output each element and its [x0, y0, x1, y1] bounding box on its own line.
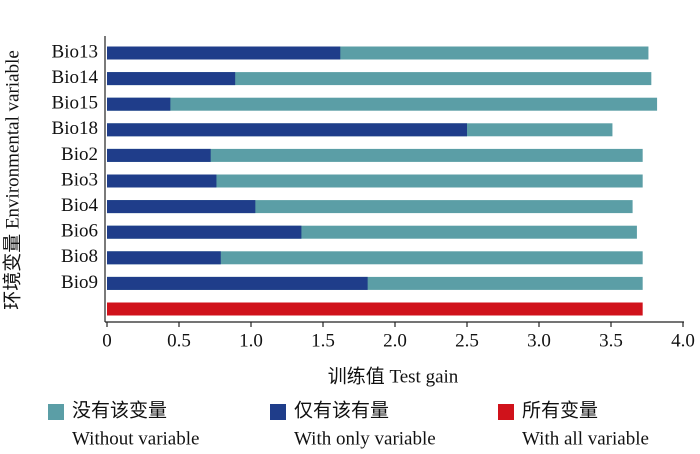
bar — [107, 148, 643, 162]
y-tick-label: Bio15 — [52, 93, 98, 114]
bar — [107, 97, 171, 111]
legend-label: With only variable — [294, 428, 436, 449]
bar — [107, 97, 658, 111]
legend-label-zh: 没有该变量 — [72, 399, 167, 421]
x-tick-label: 3.0 — [527, 330, 551, 351]
x-axis-title: 训练值 Test gain — [328, 365, 459, 387]
x-tick-label: 1.5 — [311, 330, 335, 351]
legend-swatch — [270, 404, 286, 420]
legend-label: With all variable — [522, 428, 649, 449]
bar — [107, 302, 643, 316]
y-tick-label: Bio8 — [61, 246, 98, 267]
bar — [107, 123, 467, 137]
bar — [107, 72, 236, 86]
bar — [107, 251, 643, 265]
y-tick-label: Bio6 — [61, 221, 98, 242]
x-tick-label: 4.0 — [671, 330, 695, 351]
legend-label-zh: 所有变量 — [522, 399, 598, 421]
bar — [107, 174, 643, 188]
bar — [107, 174, 217, 188]
legend-swatch — [498, 404, 514, 420]
y-tick-label: Bio13 — [52, 41, 98, 62]
y-tick-label: Bio4 — [61, 195, 98, 216]
y-tick-label: Bio14 — [52, 67, 99, 88]
bar — [107, 46, 341, 60]
x-tick-label: 2.5 — [455, 330, 479, 351]
x-tick-label: 0.5 — [167, 330, 191, 351]
bar — [107, 225, 302, 239]
legend-label-zh: 仅有该有量 — [294, 399, 389, 421]
bar — [107, 72, 652, 86]
y-tick-label: Bio9 — [61, 272, 98, 293]
bar — [107, 251, 221, 265]
bar — [107, 148, 211, 162]
x-tick-label: 0 — [102, 330, 112, 351]
legend-swatch — [48, 404, 64, 420]
x-tick-label: 2.0 — [383, 330, 407, 351]
bar — [107, 276, 368, 290]
x-tick-label: 1.0 — [239, 330, 263, 351]
bar — [107, 200, 256, 214]
x-tick-label: 3.5 — [599, 330, 623, 351]
legend-label: Without variable — [72, 428, 199, 449]
y-tick-label: Bio2 — [61, 144, 98, 165]
y-tick-label: Bio18 — [52, 118, 98, 139]
y-axis-title: 环境变量 Environmental variable — [1, 50, 23, 310]
y-tick-label: Bio3 — [61, 169, 98, 190]
